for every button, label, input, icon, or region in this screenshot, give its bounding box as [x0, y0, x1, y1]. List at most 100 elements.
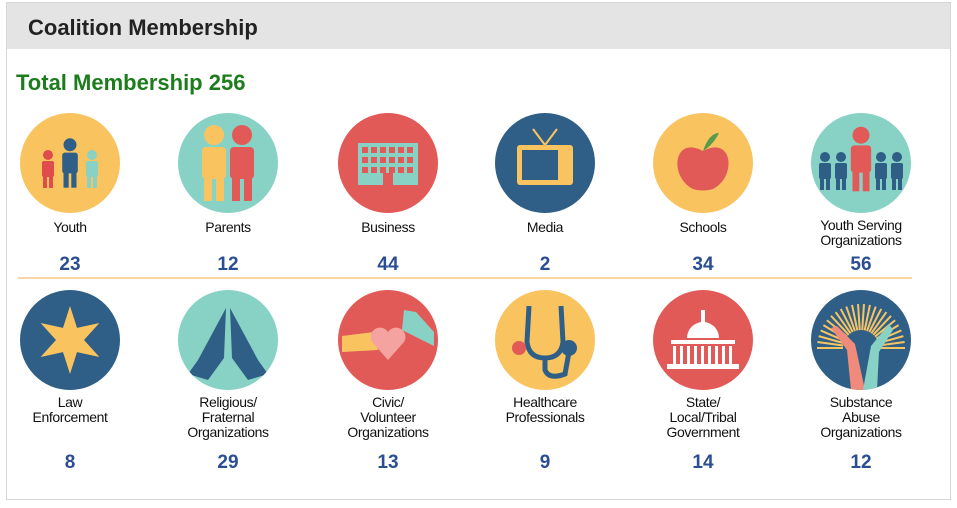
icon-part: [512, 341, 526, 355]
label-line: Substance: [830, 394, 893, 410]
icon-part: [701, 346, 704, 364]
label-line: Parents: [205, 219, 251, 235]
item-label: Media: [527, 219, 564, 235]
item-count: 12: [217, 254, 238, 275]
item-label: State/Local/Tribal Government: [666, 394, 740, 440]
icon-part: [544, 128, 558, 146]
icon-part: [817, 341, 844, 347]
header-title: Coalition Membership: [28, 15, 258, 40]
item-count: 56: [850, 254, 871, 275]
item-count: 23: [59, 254, 80, 275]
label-line: Abuse: [842, 409, 880, 425]
icon-part: [63, 172, 69, 188]
item-label: Youth Serving Organizations: [820, 217, 902, 248]
icon-part: [86, 161, 98, 177]
icon: [512, 305, 577, 379]
icon-part: [872, 315, 892, 336]
icon-part: [876, 178, 880, 190]
icon-part: [839, 308, 854, 333]
icon: [517, 128, 573, 185]
icon-part: [876, 152, 886, 162]
icon-part: [398, 157, 404, 163]
icon: [677, 133, 729, 191]
items: Youth 23 Parents 12 Business 44 Media 2 Schools 3…: [20, 113, 911, 473]
label-line: Organizations: [347, 424, 429, 440]
icon-part: [43, 150, 53, 160]
icon-part: [371, 167, 377, 173]
icon-part: [834, 311, 852, 334]
icon-part: [892, 178, 896, 190]
icon-part: [389, 157, 395, 163]
item-label: Civic/Volunteer Organizations: [347, 394, 429, 440]
item-count: 2: [540, 254, 551, 275]
icon-part: [380, 167, 386, 173]
icon-part: [371, 147, 377, 153]
total-label: Total Membership: [16, 70, 203, 95]
label-line: Government: [666, 424, 740, 440]
label-line: Business: [361, 219, 415, 235]
membership-item: State/Local/Tribal Government 14: [653, 290, 753, 473]
item-count: 8: [65, 452, 76, 473]
icon-part: [63, 138, 77, 152]
icon-part: [230, 147, 254, 179]
item-label: Healthcare Professionals: [506, 394, 585, 425]
membership-item: Business 44: [338, 113, 438, 275]
icon-part: [204, 177, 212, 201]
item-count: 29: [217, 452, 238, 473]
icon-part: [389, 167, 395, 173]
icon-part: [856, 304, 861, 331]
item-count: 9: [540, 452, 551, 473]
icon-part: [407, 157, 413, 163]
icon-part: [407, 147, 413, 153]
icon-part: [202, 147, 226, 179]
icon-part: [820, 152, 830, 162]
icon-part: [407, 167, 413, 173]
icon-part: [389, 147, 395, 153]
icon-part: [882, 178, 886, 190]
membership-item: Youth Serving Organizations 56: [811, 113, 911, 275]
icon-part: [342, 332, 378, 352]
icon-part: [561, 340, 577, 356]
icon-circle: [495, 290, 595, 390]
membership-item: Civic/Volunteer Organizations 13: [338, 290, 438, 473]
icon-part: [232, 125, 252, 145]
label-line: Organizations: [820, 424, 902, 440]
icon: [188, 308, 268, 380]
icon-part: [868, 308, 883, 333]
icon-part: [687, 322, 719, 338]
icon-circle: [811, 290, 911, 390]
icon-part: [866, 306, 877, 332]
icon-part: [398, 167, 404, 173]
icon-part: [729, 346, 732, 364]
icon-part: [703, 133, 719, 151]
label-line: Healthcare: [513, 394, 577, 410]
icon-part: [87, 176, 91, 188]
label-line: Enforcement: [33, 409, 108, 425]
icon-part: [362, 167, 368, 173]
membership-item: Healthcare Professionals 9: [495, 290, 595, 473]
icon-part: [244, 177, 252, 201]
icon-part: [820, 178, 824, 190]
icon-part: [402, 310, 434, 346]
item-count: 44: [377, 254, 399, 275]
icon: [667, 310, 739, 369]
icon-part: [831, 326, 865, 390]
icon-part: [677, 147, 729, 191]
icon-part: [62, 152, 78, 174]
label-line: Youth Serving: [820, 217, 901, 233]
icon-part: [842, 178, 846, 190]
membership-item: Youth 23: [20, 113, 120, 275]
icon-part: [836, 178, 840, 190]
icon-part: [43, 176, 47, 188]
membership-item: Substance Abuse Organizations 12: [811, 290, 911, 473]
icon-part: [852, 170, 860, 192]
icon-part: [850, 145, 872, 173]
icon-part: [671, 340, 735, 344]
icon-part: [862, 170, 870, 192]
icon-part: [830, 315, 850, 336]
membership-item: Schools 34: [653, 113, 753, 275]
icon: [342, 310, 434, 360]
icon-part: [532, 128, 546, 146]
icon-part: [188, 308, 226, 380]
